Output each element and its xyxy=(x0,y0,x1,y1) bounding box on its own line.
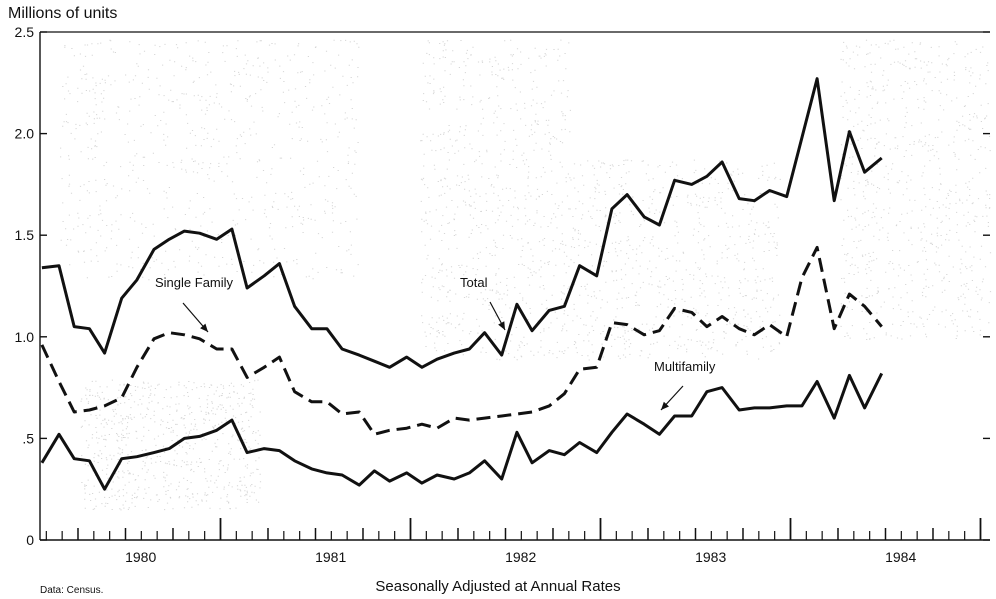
stipple-texture xyxy=(60,39,992,511)
annotation-arrowhead-multifamily xyxy=(661,401,669,410)
x-tick-label: 1982 xyxy=(505,549,536,565)
background-stipple xyxy=(60,39,992,511)
annotation-arrowhead-single-family xyxy=(200,323,208,332)
annotation-layer: Single Family Total Multifamily xyxy=(155,275,716,411)
y-tick-label: 2.5 xyxy=(15,24,35,40)
y-tick-label: 1.0 xyxy=(15,329,35,345)
annotation-single-family: Single Family xyxy=(155,275,234,290)
x-tick-label: 1983 xyxy=(695,549,726,565)
y-tick-label: 1.5 xyxy=(15,227,35,243)
y-tick-label: .5 xyxy=(22,430,34,446)
x-tick-label: 1980 xyxy=(125,549,156,565)
x-axis-label: Seasonally Adjusted at Annual Rates xyxy=(375,578,621,595)
x-tick-label: 1984 xyxy=(885,549,916,565)
series-line-single-family xyxy=(40,245,883,436)
series-line-total xyxy=(41,77,883,369)
y-tick-label: 0 xyxy=(26,532,34,548)
annotation-arrowhead-total xyxy=(498,321,505,330)
y-axis-unit-label: Millions of units xyxy=(8,5,118,22)
axes: 0 .5 1.0 1.5 2.0 2.5 1980 1981 1982 1983 1984 xyxy=(15,24,990,565)
annotation-total: Total xyxy=(460,275,488,290)
x-tick-label: 1981 xyxy=(315,549,346,565)
source-note: Data: Census. xyxy=(40,585,104,596)
y-tick-label: 2.0 xyxy=(15,126,35,142)
annotation-multifamily: Multifamily xyxy=(654,359,716,374)
series-layer xyxy=(40,77,884,491)
series-line-multifamily xyxy=(40,372,884,491)
